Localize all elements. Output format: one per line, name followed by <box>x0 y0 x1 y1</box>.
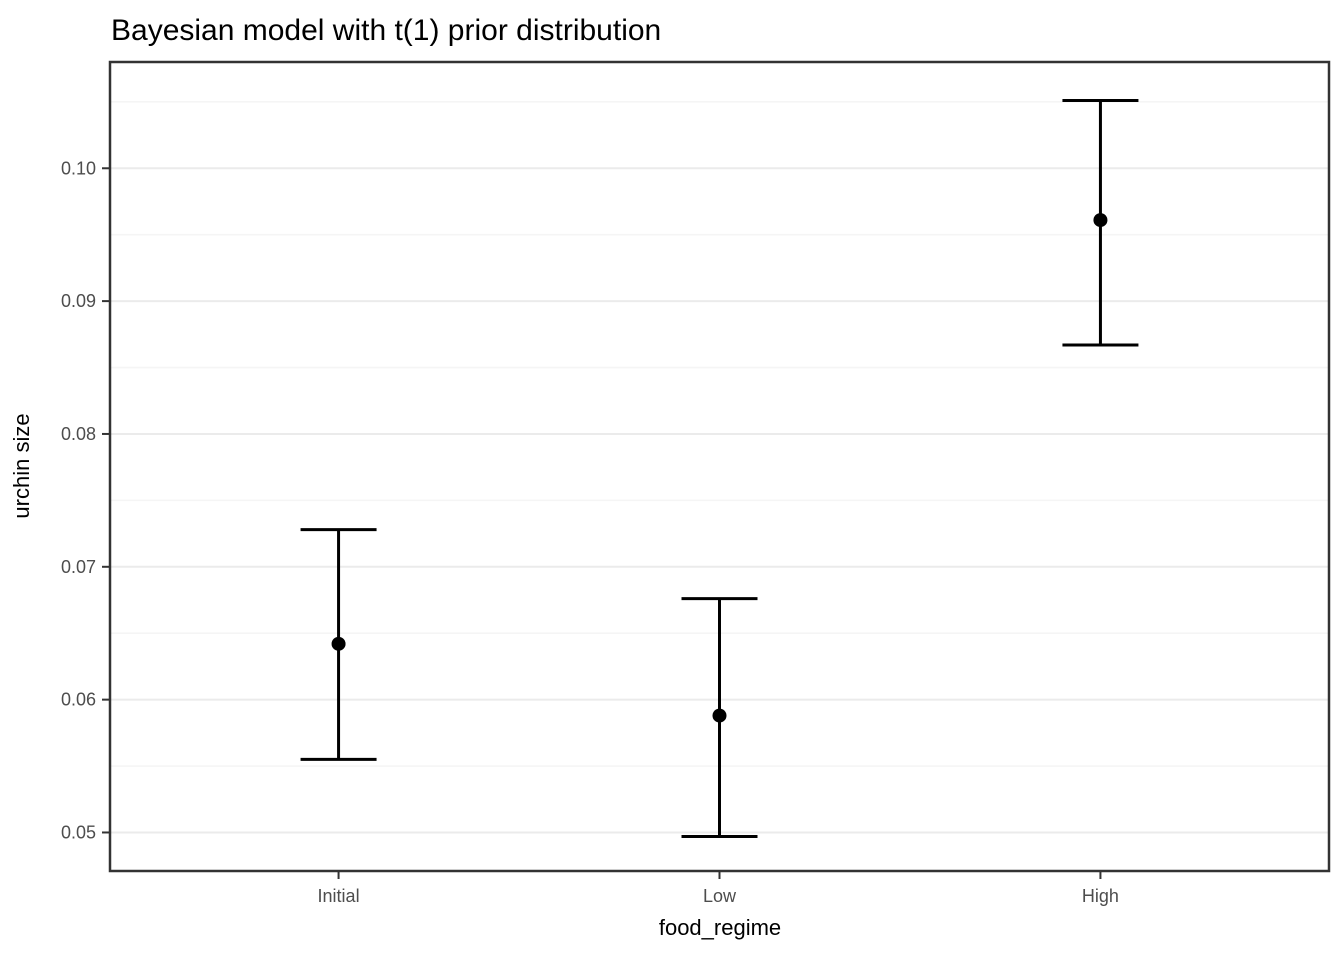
y-tick-label: 0.05 <box>61 822 96 842</box>
chart-title: Bayesian model with t(1) prior distribut… <box>111 14 662 47</box>
y-axis-label: urchin size <box>9 413 34 519</box>
y-tick-label: 0.09 <box>61 291 96 311</box>
y-tick-label: 0.07 <box>61 557 96 577</box>
y-tick-label: 0.08 <box>61 424 96 444</box>
x-axis-label: food_regime <box>658 915 782 940</box>
x-tick-label: High <box>1082 886 1119 906</box>
panel-border <box>108 60 1331 873</box>
x-tick-label: Low <box>703 886 737 906</box>
y-tick-label: 0.10 <box>61 158 96 178</box>
x-tick-label: Initial <box>318 886 360 906</box>
point-marker <box>712 708 727 723</box>
point-marker <box>331 636 346 651</box>
y-tick-label: 0.06 <box>61 690 96 710</box>
point-marker <box>1093 213 1108 228</box>
